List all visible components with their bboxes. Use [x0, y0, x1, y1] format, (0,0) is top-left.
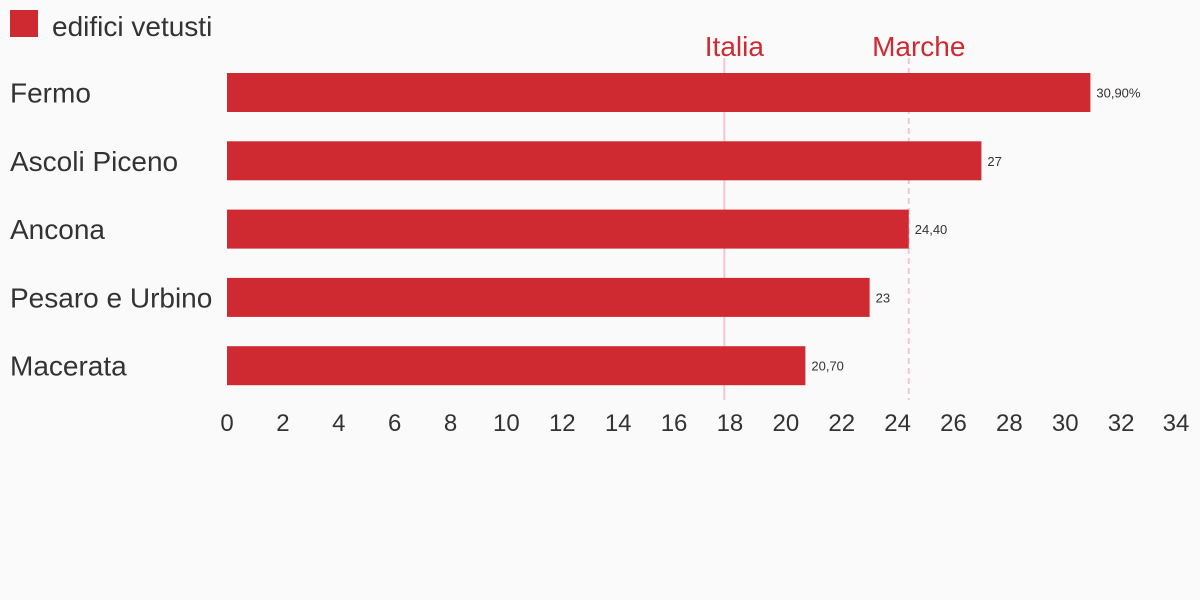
x-tick-label: 2 — [276, 410, 289, 437]
x-tick-label: 12 — [549, 410, 576, 437]
category-label: Ascoli Piceno — [10, 146, 178, 177]
x-tick-label: 22 — [828, 410, 855, 437]
value-label: 20,70 — [811, 359, 844, 374]
value-labels: 30,90% 27 24,40 23 20,70 — [811, 86, 1141, 374]
x-tick-label: 26 — [940, 410, 967, 437]
x-tick-label: 18 — [717, 410, 744, 437]
x-tick-label: 30 — [1052, 410, 1079, 437]
value-label: 30,90% — [1096, 86, 1141, 101]
bars — [227, 73, 1091, 386]
bar-macerata — [227, 346, 806, 386]
x-tick-label: 24 — [884, 410, 911, 437]
x-tick-label: 6 — [388, 410, 401, 437]
x-tick-label: 32 — [1108, 410, 1135, 437]
x-tick-label: 8 — [444, 410, 457, 437]
category-labels: Fermo Ascoli Piceno Ancona Pesaro e Urbino M… — [10, 78, 212, 382]
x-tick-label: 14 — [605, 410, 632, 437]
x-tick-label: 34 — [1163, 410, 1190, 437]
legend: edifici vetusti — [10, 10, 212, 42]
category-label: Macerata — [10, 351, 127, 382]
x-axis-ticks: 0 2 4 6 8 10 12 14 16 18 20 22 24 26 28 30 32 34 — [220, 410, 1189, 437]
x-tick-label: 0 — [220, 410, 233, 437]
category-label: Pesaro e Urbino — [10, 282, 212, 313]
bar-ancona — [227, 209, 909, 249]
x-tick-label: 28 — [996, 410, 1023, 437]
value-label: 27 — [987, 154, 1001, 169]
legend-label: edifici vetusti — [52, 11, 212, 42]
bar-pesaro-e-urbino — [227, 277, 870, 317]
x-tick-label: 20 — [772, 410, 799, 437]
category-label: Fermo — [10, 78, 91, 109]
legend-swatch — [10, 10, 38, 37]
x-tick-label: 16 — [661, 410, 688, 437]
bar-fermo — [227, 73, 1091, 112]
category-label: Ancona — [10, 214, 105, 245]
reference-label-marche: Marche — [872, 31, 965, 62]
value-label: 24,40 — [915, 222, 948, 237]
reference-label-italia: Italia — [705, 31, 765, 62]
bar-ascoli-piceno — [227, 141, 982, 181]
value-label: 23 — [876, 290, 890, 305]
x-tick-label: 10 — [493, 410, 520, 437]
x-tick-label: 4 — [332, 410, 345, 437]
